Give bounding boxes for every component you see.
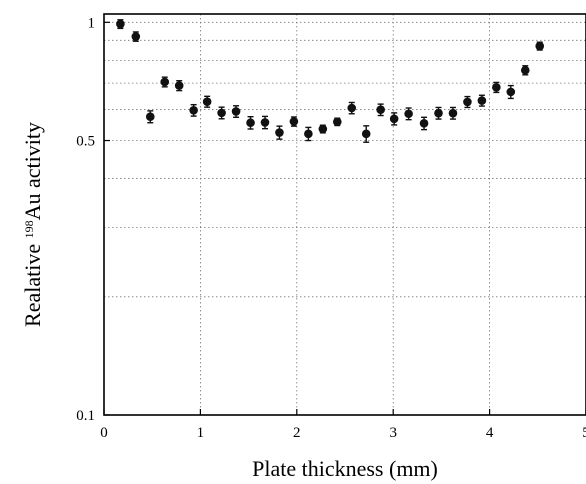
point-marker: [492, 83, 501, 92]
data-point: [535, 41, 545, 51]
data-point: [145, 110, 155, 124]
plot-area-frame: [103, 13, 586, 416]
x-tick-label: 5: [582, 425, 586, 441]
data-point: [131, 31, 141, 42]
data-point: [246, 115, 255, 130]
data-point: [520, 65, 530, 76]
y-tick-label: 0.1: [76, 408, 95, 424]
point-marker: [246, 118, 255, 128]
data-point: [174, 80, 184, 92]
data-point: [434, 106, 443, 120]
data-point: [492, 81, 501, 94]
point-marker: [347, 103, 357, 113]
point-marker: [419, 119, 429, 128]
point-marker: [389, 114, 399, 124]
data-point: [304, 126, 313, 142]
data-point: [116, 19, 125, 30]
x-tick-label: 0: [100, 425, 108, 441]
axis-ticks: 0 1 2 3 4 5 1 0.5 0.1: [76, 15, 586, 441]
data-point: [217, 106, 226, 120]
data-point: [376, 103, 385, 117]
point-marker: [304, 129, 313, 139]
point-marker: [202, 97, 212, 106]
data-point: [332, 117, 342, 127]
point-marker: [275, 128, 284, 137]
data-point: [389, 112, 399, 126]
y-axis-title-prefix: Realative: [20, 238, 45, 327]
point-marker: [217, 108, 226, 118]
y-axis-title: Realative 198Au activity: [20, 122, 45, 327]
point-marker: [361, 129, 371, 139]
data-point: [506, 84, 516, 100]
point-marker: [448, 108, 458, 118]
y-tick-label: 0.5: [76, 134, 95, 150]
point-marker: [160, 77, 170, 87]
x-tick-label: 3: [389, 425, 397, 441]
x-tick-label: 2: [293, 425, 301, 441]
data-point: [160, 76, 170, 88]
point-marker: [289, 117, 299, 126]
data-point: [361, 125, 371, 143]
data-point: [231, 105, 241, 118]
y-axis-title-suffix: Au activity: [20, 122, 45, 220]
data-point: [347, 101, 357, 115]
point-marker: [332, 117, 342, 127]
point-marker: [463, 97, 472, 107]
point-marker: [131, 32, 141, 41]
data-point: [448, 106, 458, 120]
x-tick-label: 1: [197, 425, 205, 441]
data-point: [289, 116, 299, 127]
data-point: [189, 103, 198, 117]
data-point: [318, 124, 328, 134]
data-point: [419, 116, 429, 131]
point-marker: [174, 81, 184, 90]
point-marker: [477, 96, 487, 105]
x-axis-title: Plate thickness (mm): [252, 456, 438, 481]
point-marker: [318, 124, 328, 134]
point-marker: [404, 109, 413, 119]
point-marker: [116, 19, 125, 29]
point-marker: [260, 118, 270, 127]
point-marker: [434, 108, 443, 118]
data-point: [202, 95, 212, 108]
grid: [104, 14, 586, 415]
y-tick-label: 1: [88, 15, 96, 31]
data-point: [260, 115, 270, 130]
point-marker: [520, 65, 530, 75]
y-axis-title-superscript: 198: [22, 220, 36, 238]
x-tick-label: 4: [486, 425, 494, 441]
data-point: [404, 107, 413, 121]
data-point: [477, 94, 487, 107]
point-marker: [376, 105, 385, 115]
point-marker: [145, 112, 155, 121]
point-marker: [189, 105, 198, 115]
data-point: [463, 95, 472, 109]
data-points: [116, 19, 545, 143]
point-marker: [535, 41, 545, 51]
point-marker: [506, 87, 516, 97]
point-marker: [231, 107, 241, 116]
data-point: [275, 125, 284, 140]
